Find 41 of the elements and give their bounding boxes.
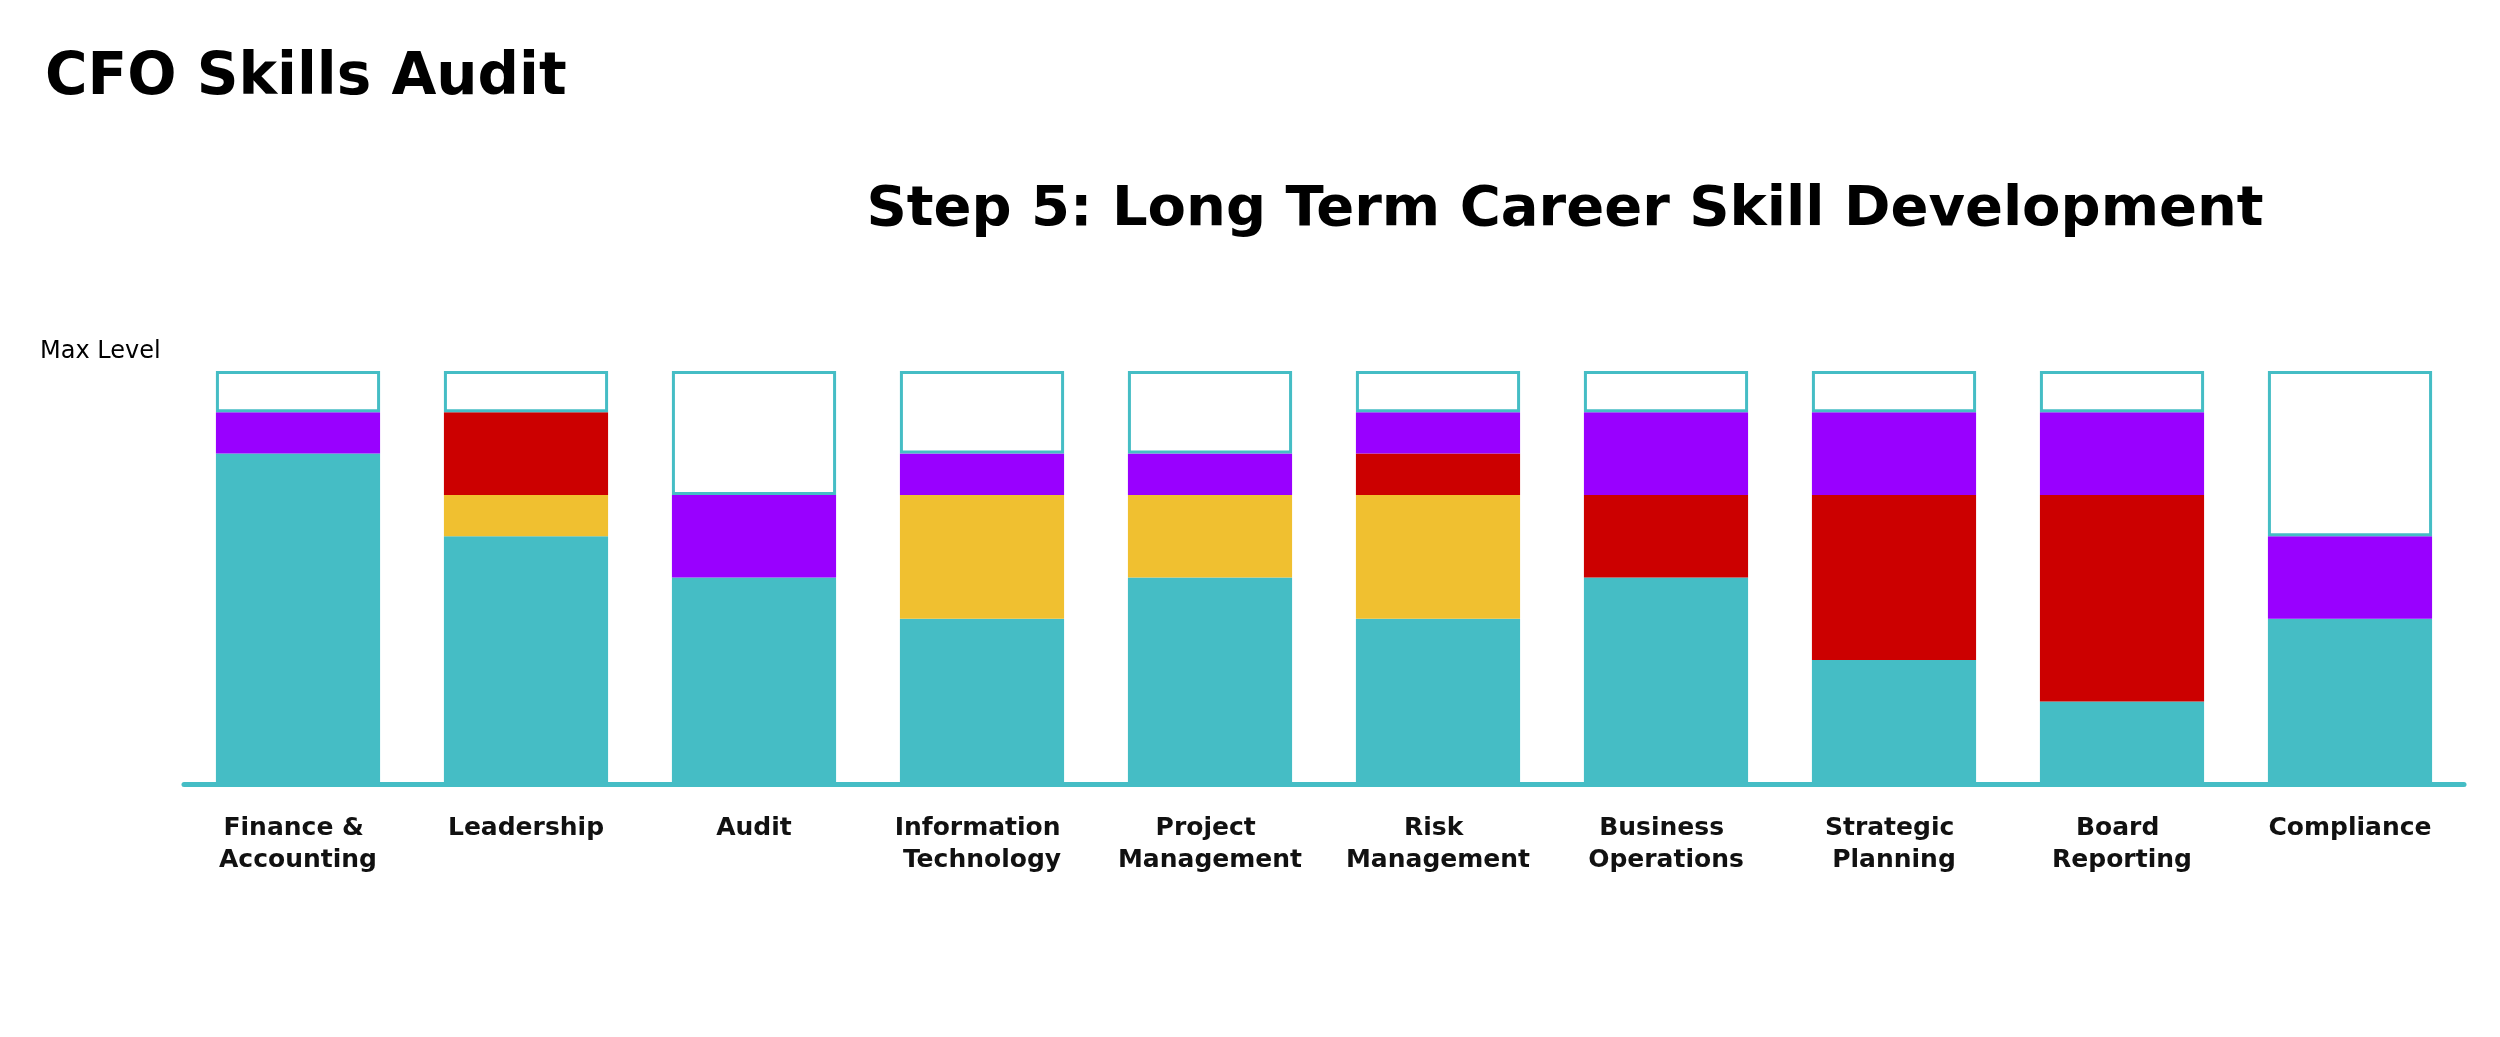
chart-title: CFO Skills Audit	[45, 40, 567, 108]
x-tick-label: Compliance	[2268, 811, 2432, 841]
x-tick-label: Finance & Accounting	[219, 811, 377, 873]
x-tick-label: Strategic Planning	[1824, 811, 1964, 873]
bar	[2039, 494, 2205, 702]
bar	[215, 371, 381, 413]
bar	[1355, 371, 1521, 413]
bar	[1811, 494, 1977, 661]
bar	[1583, 494, 1749, 578]
chart-subtitle: Step 5: Long Term Career Skill Development	[866, 172, 2264, 238]
bar	[1811, 412, 1977, 495]
bar	[1355, 412, 1521, 454]
text: Max Level	[40, 336, 161, 364]
bar	[1127, 371, 1293, 454]
bar	[2267, 536, 2433, 619]
bar	[899, 371, 1065, 454]
x-tick-label: Business Operations	[1588, 811, 1744, 873]
bar	[1355, 453, 1521, 495]
bar	[899, 494, 1065, 619]
x-tick-label: Risk Management	[1345, 811, 1531, 873]
bar	[443, 371, 609, 413]
bar	[2039, 412, 2205, 495]
bar	[899, 453, 1065, 495]
bar	[2267, 371, 2433, 537]
x-tick-label: Leadership	[447, 811, 605, 841]
bar	[671, 494, 837, 578]
bar	[2039, 371, 2205, 413]
bar	[443, 412, 609, 495]
bar	[215, 412, 381, 454]
bar	[1127, 453, 1293, 495]
x-tick-label: Project Management	[1117, 811, 1303, 873]
x-tick-label: Information Technology	[894, 811, 1070, 873]
bar	[1811, 371, 1977, 413]
x-tick-label: Board Reporting	[2052, 811, 2192, 873]
bar	[1583, 412, 1749, 495]
bar	[1127, 494, 1293, 578]
bar	[671, 371, 837, 495]
bar	[1583, 371, 1749, 413]
bar	[443, 494, 609, 537]
x-tick-label: Audit	[716, 811, 792, 841]
bar	[1355, 494, 1521, 619]
